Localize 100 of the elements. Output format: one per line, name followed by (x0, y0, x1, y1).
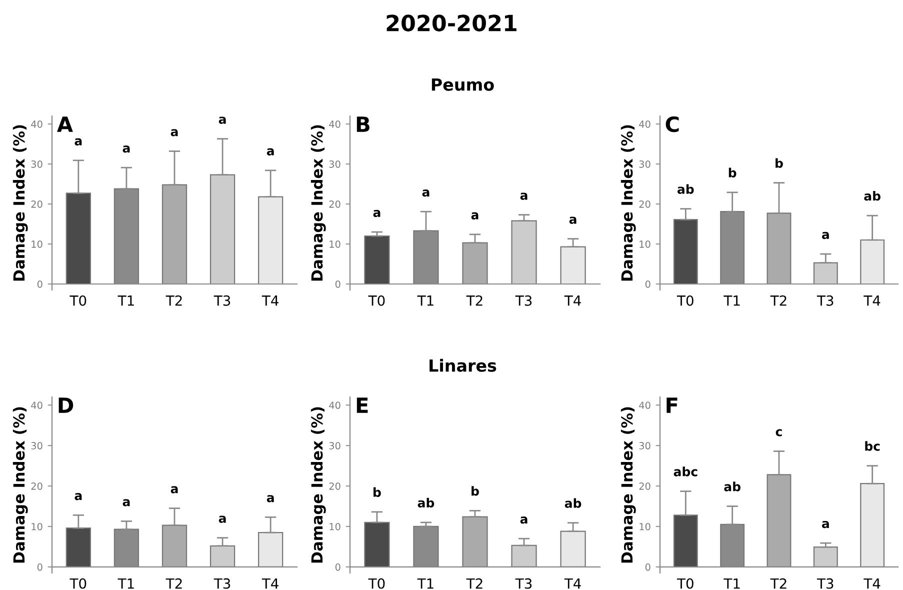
y-tick-label: 0 (645, 563, 650, 571)
annotation: ab (418, 498, 434, 508)
y-tick-label: 30 (329, 160, 340, 168)
x-tick-label: T1 (118, 578, 134, 589)
y-axis-title: Damage Index (%) (620, 407, 636, 563)
y-axis-title: Damage Index (%) (310, 125, 326, 281)
annotation: ab (564, 498, 582, 508)
annotation: a (822, 520, 829, 528)
annotation: b (776, 158, 783, 168)
annotation: b (374, 487, 381, 497)
y-tick-label: 0 (335, 280, 340, 288)
annotation: abc (674, 466, 698, 476)
x-tick-label: T3 (214, 295, 230, 306)
x-tick-label: T4 (262, 296, 278, 306)
annotation: a (74, 493, 82, 500)
y-tick-label: 40 (639, 120, 650, 128)
y-tick-label: 10 (32, 522, 42, 530)
chart-title: F (666, 398, 678, 413)
x-tick-label: T4 (864, 296, 880, 306)
x-tick-label: T0 (368, 295, 385, 306)
y-tick-label: 10 (32, 240, 42, 248)
x-tick-label: T4 (864, 578, 880, 589)
x-tick-label: T4 (262, 578, 278, 589)
x-tick-label: T1 (417, 578, 434, 589)
x-tick-label: T0 (70, 578, 86, 589)
y-tick-label: 10 (330, 522, 340, 530)
annotation: a (422, 190, 430, 197)
y-tick-label: 30 (31, 160, 42, 168)
y-axis-title: Damage Index (%) (310, 407, 326, 563)
annotation: a (122, 146, 130, 153)
y-tick-label: 0 (37, 280, 42, 288)
y-tick-label: 20 (329, 482, 340, 490)
annotation: a (822, 232, 829, 240)
annotation: a (520, 192, 528, 200)
annotation: b (728, 168, 736, 178)
text: 2020-2021 (386, 14, 516, 32)
y-tick-label: 10 (640, 522, 650, 530)
y-tick-label: 20 (329, 200, 340, 208)
annotation: ab (678, 184, 694, 194)
annotation: ab (864, 191, 880, 201)
x-tick-label: T2 (466, 295, 482, 306)
annotation: a (266, 495, 274, 502)
annotation: a (170, 129, 178, 136)
x-tick-label: T2 (770, 295, 786, 306)
annotation: a (520, 516, 528, 524)
x-tick-label: T3 (214, 578, 230, 589)
y-tick-label: 40 (329, 120, 340, 128)
x-tick-label: T3 (515, 295, 532, 306)
chart-title: B (356, 116, 370, 132)
chart-title: A (57, 116, 73, 132)
y-tick-label: 20 (639, 200, 650, 208)
annotation: a (218, 516, 226, 523)
y-tick-label: 10 (330, 240, 340, 248)
x-tick-label: T0 (70, 295, 86, 306)
y-tick-label: 30 (639, 442, 650, 450)
chart-subtitle: Linares (430, 358, 496, 372)
x-tick-label: T3 (515, 578, 532, 589)
chart-subtitle: Peumo (432, 78, 494, 91)
x-tick-label: T1 (417, 296, 434, 306)
chart-title: D (58, 398, 74, 413)
x-tick-label: T2 (466, 578, 482, 589)
x-tick-label: T1 (118, 296, 134, 306)
y-tick-label: 20 (31, 200, 42, 208)
y-tick-label: 0 (37, 563, 42, 571)
annotation: a (471, 212, 478, 220)
annotation: a (373, 210, 380, 218)
annotation: a (74, 138, 82, 146)
y-axis-title: Damage Index (%) (12, 407, 28, 563)
annotation: bc (865, 441, 880, 451)
y-tick-label: 40 (329, 402, 340, 409)
annotation: a (122, 499, 130, 506)
y-tick-label: 30 (639, 160, 650, 168)
x-tick-label: T4 (564, 296, 581, 306)
x-tick-label: T3 (816, 578, 834, 589)
y-axis-title: Damage Index (%) (620, 125, 636, 281)
x-tick-label: T0 (676, 295, 694, 306)
annotation: a (569, 216, 576, 224)
annotation: c (776, 429, 782, 436)
y-tick-label: 10 (640, 240, 650, 248)
x-tick-label: T1 (724, 296, 740, 306)
x-tick-label: T3 (816, 295, 834, 306)
y-tick-label: 20 (639, 482, 650, 490)
annotation: ab (724, 482, 740, 492)
y-tick-label: 30 (329, 442, 340, 450)
x-tick-label: T2 (166, 295, 182, 306)
y-tick-label: 40 (31, 402, 42, 409)
chart-title: E (356, 398, 368, 413)
y-tick-label: 40 (639, 402, 650, 409)
chart-title: C (666, 116, 679, 132)
x-tick-label: T0 (676, 578, 694, 589)
y-axis-title: Damage Index (%) (12, 125, 28, 281)
x-tick-label: T4 (564, 578, 581, 589)
y-tick-label: 0 (645, 280, 650, 288)
y-tick-label: 30 (31, 442, 42, 450)
x-tick-label: T1 (724, 578, 740, 589)
x-tick-label: T2 (166, 578, 182, 589)
y-tick-label: 20 (31, 482, 42, 490)
x-tick-label: T2 (770, 578, 786, 589)
annotation: a (170, 486, 178, 494)
annotation: a (218, 116, 226, 124)
